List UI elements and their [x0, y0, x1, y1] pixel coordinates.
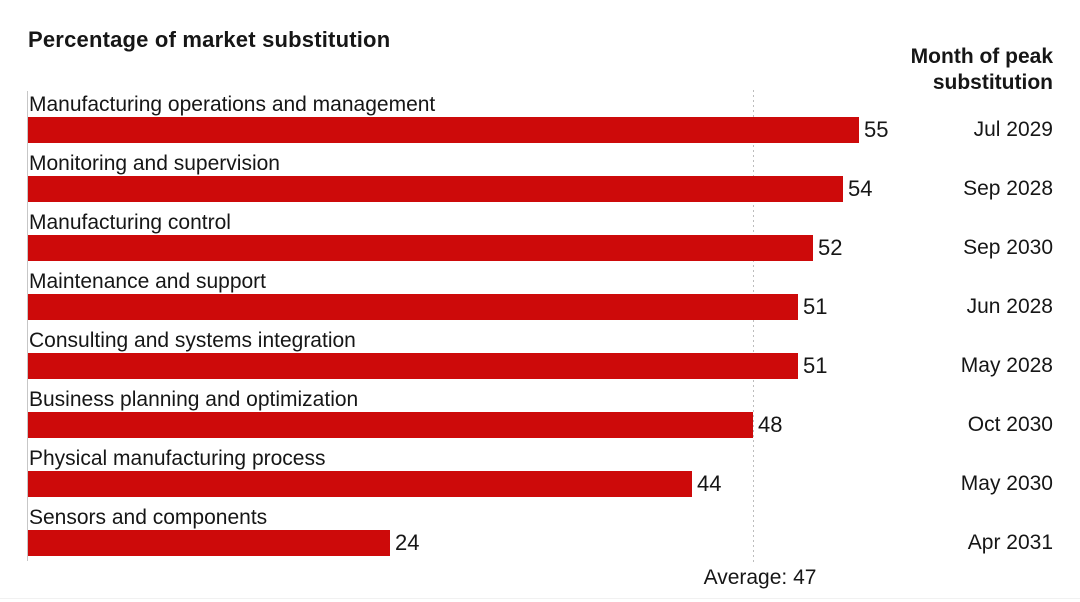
chart-title: Percentage of market substitution	[28, 27, 391, 52]
bar	[28, 176, 843, 202]
bottom-hairline	[0, 598, 1080, 599]
peak-month-label: May 2030	[960, 472, 1053, 495]
bar-row: Business planning and optimization 48 Oct …	[0, 388, 1080, 447]
peak-month-header-line2: substitution	[932, 71, 1053, 94]
bar	[28, 530, 390, 556]
category-label: Business planning and optimization	[29, 388, 359, 411]
bar-row: Monitoring and supervision 54 Sep 2028	[0, 152, 1080, 211]
value-label: 51	[803, 294, 828, 319]
value-label: 48	[758, 412, 783, 437]
peak-month-column-header: Month of peak substitution	[911, 44, 1053, 96]
bar-row: Physical manufacturing process 44 May 2030	[0, 447, 1080, 506]
peak-month-label: Oct 2030	[967, 413, 1053, 436]
peak-month-label: May 2028	[960, 354, 1053, 377]
value-label: 44	[697, 471, 722, 496]
value-label: 24	[395, 530, 420, 555]
peak-month-label: Sep 2030	[963, 236, 1053, 259]
category-label: Manufacturing operations and management	[29, 93, 436, 116]
bar	[28, 412, 753, 438]
bar	[28, 117, 859, 143]
category-label: Monitoring and supervision	[29, 152, 280, 175]
peak-month-label: Sep 2028	[963, 177, 1053, 200]
category-label: Consulting and systems integration	[29, 329, 356, 352]
y-axis-line	[27, 91, 28, 561]
average-label: Average: 47	[703, 566, 817, 589]
category-label: Manufacturing control	[29, 211, 231, 234]
value-label: 51	[803, 353, 828, 378]
bar	[28, 353, 798, 379]
average-reference-line	[753, 90, 754, 563]
peak-month-label: Jun 2028	[966, 295, 1053, 318]
value-label: 52	[818, 235, 843, 260]
bar-row: Manufacturing control 52 Sep 2030	[0, 211, 1080, 270]
bar	[28, 471, 692, 497]
category-label: Maintenance and support	[29, 270, 266, 293]
category-label: Physical manufacturing process	[29, 447, 326, 470]
bar-row: Consulting and systems integration 51 May …	[0, 329, 1080, 388]
bar	[28, 294, 798, 320]
bar-row: Maintenance and support 51 Jun 2028	[0, 270, 1080, 329]
value-label: 54	[848, 176, 873, 201]
value-label: 55	[864, 117, 889, 142]
bar	[28, 235, 813, 261]
peak-month-header-line1: Month of peak	[910, 45, 1053, 68]
bar-row: Sensors and components 24 Apr 2031	[0, 506, 1080, 565]
bar-row: Manufacturing operations and management 5…	[0, 93, 1080, 152]
peak-month-label: Apr 2031	[967, 531, 1053, 554]
peak-month-label: Jul 2029	[973, 118, 1053, 141]
category-label: Sensors and components	[29, 506, 268, 529]
